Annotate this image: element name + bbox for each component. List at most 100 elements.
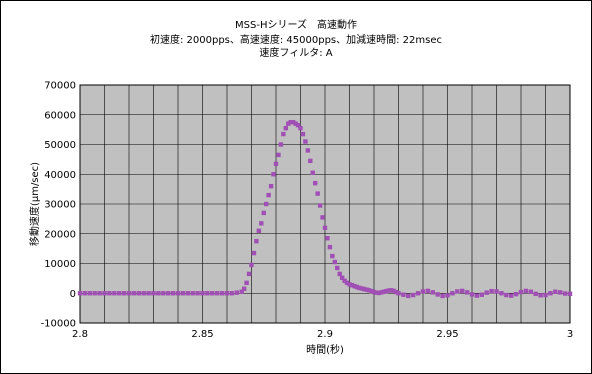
y-tick-label: 10000 bbox=[44, 259, 76, 270]
data-point bbox=[117, 291, 122, 296]
data-point bbox=[379, 290, 384, 295]
data-point bbox=[425, 288, 431, 294]
data-point bbox=[393, 289, 399, 295]
data-point bbox=[215, 291, 220, 296]
data-point bbox=[391, 288, 396, 294]
data-point bbox=[121, 291, 127, 296]
data-point bbox=[430, 290, 435, 295]
data-point bbox=[251, 250, 257, 256]
data-point bbox=[151, 291, 156, 296]
y-tick-label: 50000 bbox=[44, 140, 76, 151]
data-point bbox=[288, 119, 293, 125]
data-point bbox=[518, 289, 524, 295]
data-point bbox=[156, 291, 161, 296]
y-tick-label: 20000 bbox=[44, 229, 76, 240]
data-point bbox=[290, 119, 296, 125]
y-tick-label: 70000 bbox=[44, 81, 76, 92]
data-point bbox=[322, 225, 328, 230]
data-point bbox=[286, 121, 291, 126]
data-point bbox=[538, 293, 543, 298]
x-tick-label: 2.9 bbox=[317, 329, 333, 340]
data-point bbox=[347, 282, 352, 287]
data-point bbox=[244, 280, 249, 286]
data-point bbox=[239, 289, 244, 294]
data-point bbox=[455, 289, 460, 294]
data-point bbox=[357, 285, 362, 291]
y-axis-ticks: -10000 0 10000 20000 30000 40000 50000 60000 700… bbox=[41, 81, 76, 330]
data-point bbox=[543, 292, 548, 298]
data-point bbox=[82, 291, 88, 296]
y-tick-label: 40000 bbox=[44, 170, 76, 181]
data-point bbox=[562, 291, 568, 296]
data-point bbox=[381, 289, 386, 294]
y-tick-label: 0 bbox=[70, 289, 76, 300]
data-point bbox=[567, 291, 573, 297]
data-point bbox=[464, 290, 470, 295]
data-point bbox=[224, 291, 230, 296]
data-point bbox=[335, 265, 340, 271]
data-point bbox=[435, 292, 440, 297]
data-point bbox=[366, 288, 372, 293]
data-point bbox=[320, 215, 325, 220]
data-point bbox=[327, 244, 333, 250]
data-point bbox=[264, 201, 269, 207]
data-point bbox=[241, 286, 247, 291]
data-point bbox=[484, 290, 489, 295]
data-point bbox=[420, 289, 426, 294]
data-point bbox=[195, 291, 200, 296]
data-point bbox=[364, 287, 369, 292]
data-point bbox=[415, 291, 421, 296]
data-point bbox=[268, 183, 274, 189]
data-point bbox=[256, 228, 262, 233]
data-point bbox=[374, 290, 379, 295]
data-point bbox=[107, 291, 112, 296]
data-point bbox=[112, 291, 117, 296]
data-point bbox=[330, 253, 335, 259]
data-point bbox=[249, 262, 254, 268]
data-point bbox=[293, 121, 298, 126]
data-point bbox=[386, 288, 391, 293]
y-tick-label: -10000 bbox=[41, 319, 76, 330]
data-point bbox=[440, 293, 445, 299]
data-point bbox=[298, 125, 303, 131]
data-point bbox=[131, 291, 137, 296]
chart-title-line-1: MSS-Hシリーズ 高速動作 bbox=[235, 20, 357, 31]
data-point bbox=[406, 293, 411, 299]
data-point bbox=[533, 291, 538, 297]
data-point bbox=[210, 291, 215, 296]
x-tick-label: 2.85 bbox=[191, 329, 213, 340]
data-point bbox=[136, 291, 141, 296]
data-point bbox=[504, 292, 509, 298]
data-point bbox=[325, 236, 330, 241]
data-point bbox=[234, 290, 239, 295]
data-point bbox=[354, 284, 360, 290]
data-point bbox=[352, 283, 357, 289]
data-point bbox=[558, 290, 563, 295]
data-point bbox=[146, 291, 151, 296]
data-point bbox=[499, 291, 504, 296]
data-point bbox=[513, 291, 519, 297]
data-point bbox=[77, 291, 83, 296]
data-point bbox=[509, 293, 514, 298]
x-tick-label: 3 bbox=[567, 329, 573, 340]
data-point bbox=[161, 291, 166, 296]
data-point bbox=[310, 170, 315, 175]
x-tick-label: 2.95 bbox=[436, 329, 458, 340]
data-point bbox=[229, 291, 235, 296]
data-point bbox=[349, 283, 355, 288]
data-point bbox=[273, 161, 279, 167]
data-point bbox=[479, 292, 484, 297]
data-point bbox=[190, 291, 195, 296]
data-point bbox=[308, 158, 313, 164]
data-point bbox=[92, 291, 97, 296]
data-point bbox=[315, 191, 320, 196]
data-point bbox=[337, 271, 342, 277]
data-point bbox=[200, 291, 205, 296]
data-point bbox=[180, 291, 186, 296]
data-point bbox=[342, 278, 347, 283]
data-point bbox=[396, 291, 401, 296]
data-point bbox=[332, 259, 337, 265]
data-point bbox=[281, 131, 286, 137]
chart-title-line-2: 初速度: 2000pps、高速速度: 45000pps、加減速時間: 22mse… bbox=[149, 35, 443, 46]
